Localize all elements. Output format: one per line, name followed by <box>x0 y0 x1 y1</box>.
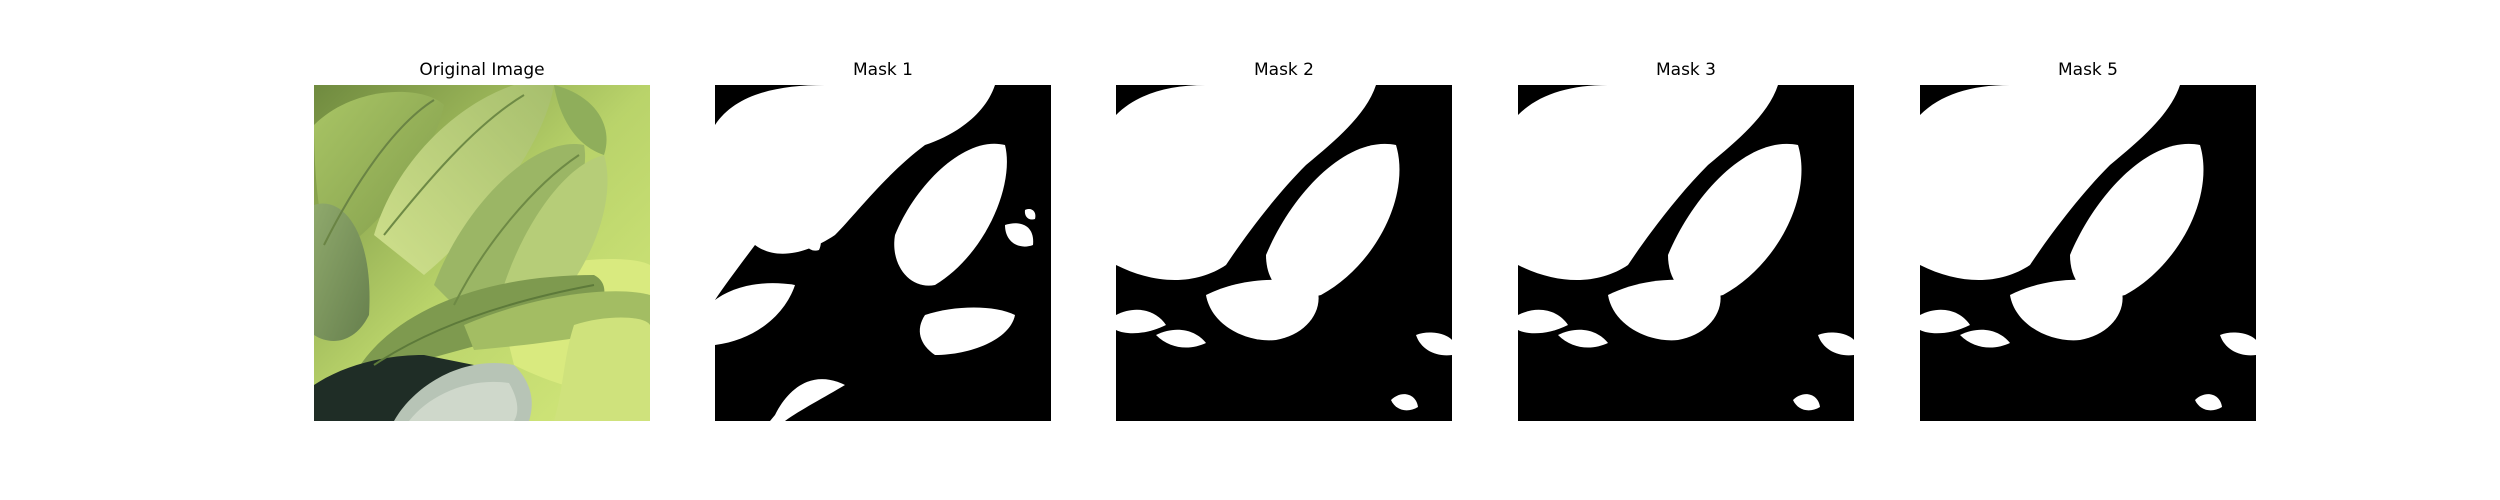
mask-5-image <box>1920 85 2256 421</box>
panel-title: Mask 2 <box>1253 60 1314 80</box>
mask-1-image <box>715 85 1051 421</box>
original-leaf-photo <box>314 85 650 421</box>
panel-mask-3: Mask 3 <box>1518 0 1854 500</box>
panel-mask-5: Mask 5 <box>1920 0 2256 500</box>
panel-title: Mask 5 <box>2057 60 2118 80</box>
panel-title: Mask 3 <box>1655 60 1716 80</box>
mask-2-image <box>1116 85 1452 421</box>
panel-mask-2: Mask 2 <box>1116 0 1452 500</box>
panel-mask-1: Mask 1 <box>715 0 1051 500</box>
panel-title: Original Image <box>419 60 545 80</box>
panel-title: Mask 1 <box>852 60 913 80</box>
panel-original-image: Original Image <box>314 0 650 500</box>
mask-3-image <box>1518 85 1854 421</box>
